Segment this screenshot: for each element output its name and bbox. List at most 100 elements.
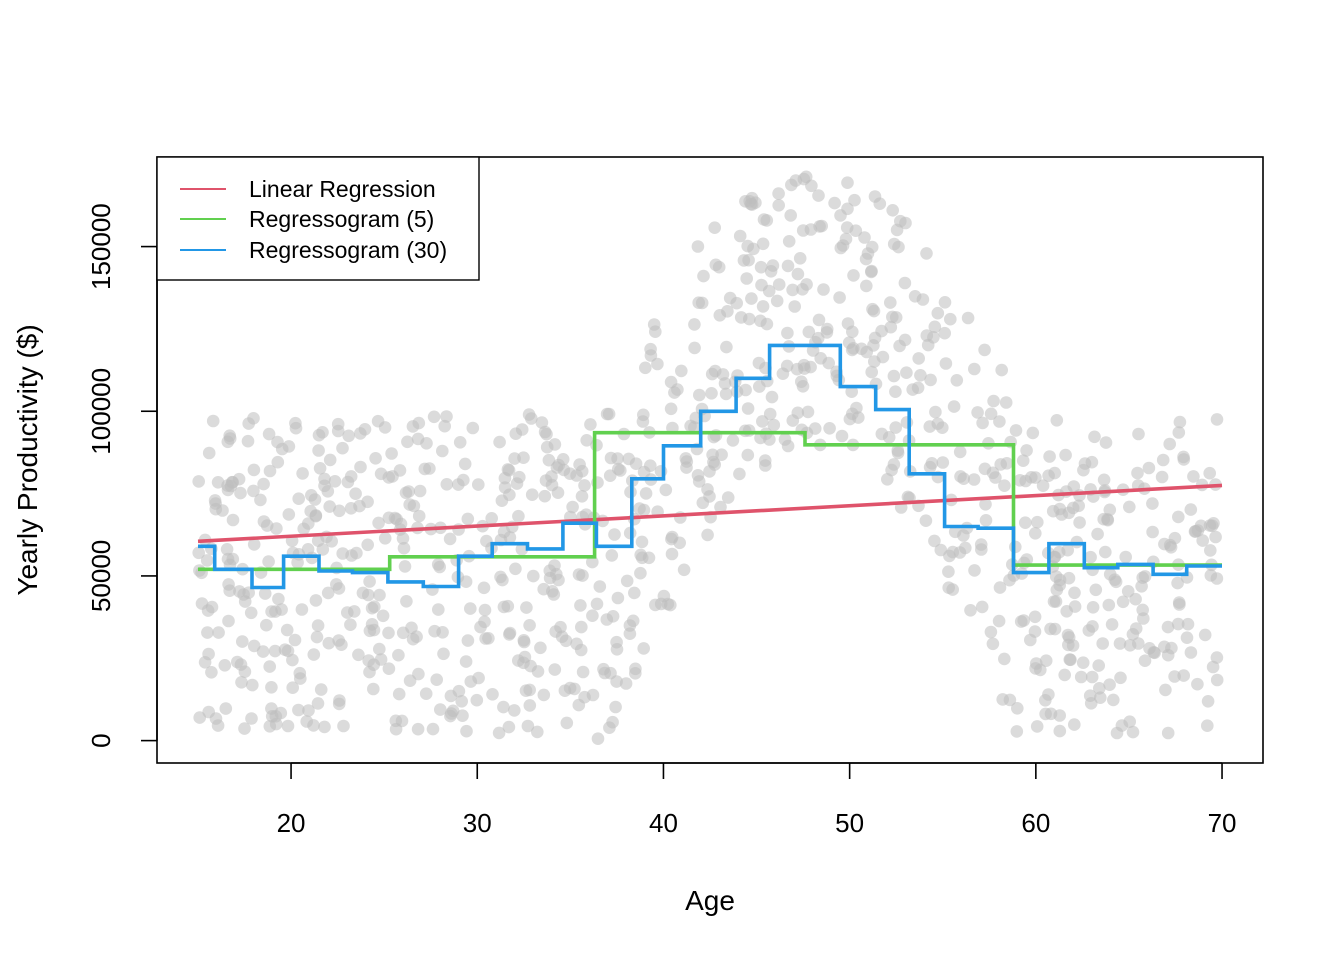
scatter-point bbox=[586, 609, 599, 622]
scatter-point bbox=[800, 278, 813, 291]
scatter-point bbox=[629, 457, 643, 471]
scatter-point bbox=[378, 532, 392, 545]
scatter-point bbox=[501, 599, 515, 613]
scatter-point bbox=[1105, 618, 1119, 631]
scatter-point bbox=[979, 498, 992, 511]
scatter-point bbox=[312, 428, 326, 442]
scatter-point bbox=[1203, 519, 1217, 532]
scatter-point bbox=[289, 421, 303, 435]
scatter-point bbox=[558, 684, 572, 697]
scatter-point bbox=[1011, 702, 1024, 715]
scatter-point bbox=[828, 196, 841, 210]
scatter-point bbox=[1093, 682, 1106, 695]
scatter-point bbox=[531, 665, 545, 678]
scatter-point bbox=[455, 695, 469, 708]
scatter-point bbox=[754, 260, 768, 274]
scatter-point bbox=[1126, 628, 1140, 641]
scatter-point bbox=[801, 405, 815, 419]
scatter-point bbox=[1092, 659, 1105, 672]
scatter-point bbox=[1201, 695, 1215, 708]
scatter-point bbox=[723, 291, 737, 305]
scatter-point bbox=[889, 421, 902, 434]
scatter-point bbox=[219, 702, 233, 715]
scatter-point bbox=[688, 421, 701, 434]
scatter-point bbox=[1187, 470, 1200, 483]
scatter-point bbox=[411, 722, 425, 736]
scatter-point bbox=[576, 665, 590, 679]
scatter-point bbox=[575, 490, 589, 503]
scatter-point bbox=[691, 469, 705, 482]
scatter-point bbox=[609, 700, 622, 714]
scatter-point bbox=[260, 618, 273, 632]
scatter-point bbox=[1168, 670, 1181, 683]
scatter-point bbox=[296, 467, 309, 480]
scatter-point bbox=[1210, 572, 1224, 585]
scatter-point bbox=[501, 463, 515, 476]
scatter-point bbox=[238, 722, 251, 735]
scatter-point bbox=[201, 626, 214, 639]
y-tick-label: 100000 bbox=[86, 368, 116, 455]
scatter-point bbox=[708, 364, 722, 378]
scatter-point bbox=[549, 625, 562, 638]
scatter-point bbox=[1091, 527, 1104, 541]
scatter-point bbox=[591, 732, 605, 745]
scatter-point bbox=[586, 555, 599, 569]
scatter-point bbox=[1161, 726, 1175, 740]
scatter-point bbox=[745, 292, 758, 305]
scatter-point bbox=[323, 500, 337, 513]
scatter-point bbox=[295, 603, 309, 616]
scatter-point bbox=[1097, 473, 1111, 487]
scatter-point bbox=[527, 569, 540, 583]
scatter-point bbox=[333, 504, 346, 518]
scatter-point bbox=[600, 613, 614, 626]
scatter-point bbox=[418, 462, 432, 476]
scatter-point bbox=[791, 267, 805, 281]
scatter-point bbox=[644, 349, 658, 362]
scatter-point bbox=[1204, 544, 1217, 557]
scatter-point bbox=[697, 269, 710, 283]
scatter-point bbox=[205, 600, 219, 614]
x-tick-label: 20 bbox=[277, 808, 306, 838]
scatter-point bbox=[386, 470, 399, 483]
scatter-point bbox=[586, 688, 600, 702]
scatter-point bbox=[1177, 669, 1190, 682]
scatter-point bbox=[796, 224, 810, 237]
scatter-point bbox=[996, 693, 1009, 706]
scatter-point bbox=[550, 567, 563, 581]
scatter-point bbox=[1010, 725, 1024, 738]
scatter-point bbox=[1136, 603, 1149, 617]
scatter-point bbox=[1158, 640, 1171, 654]
scatter-point bbox=[575, 620, 588, 634]
scatter-point bbox=[815, 219, 828, 233]
scatter-point bbox=[342, 429, 356, 443]
scatter-point bbox=[733, 467, 746, 481]
scatter-point bbox=[845, 385, 858, 399]
scatter-point bbox=[205, 666, 218, 679]
scatter-point bbox=[781, 326, 794, 340]
scatter-point bbox=[891, 444, 905, 457]
scatter-point bbox=[1163, 437, 1176, 451]
scatter-point bbox=[440, 410, 453, 423]
scatter-point bbox=[1156, 453, 1170, 467]
scatter-point bbox=[234, 486, 247, 500]
scatter-point bbox=[535, 416, 549, 429]
scatter-point bbox=[432, 603, 445, 616]
scatter-point bbox=[629, 662, 642, 676]
scatter-point bbox=[637, 642, 650, 655]
scatter-point bbox=[233, 585, 246, 598]
scatter-point bbox=[262, 427, 276, 441]
scatter-point bbox=[531, 725, 544, 739]
scatter-point bbox=[1171, 617, 1185, 631]
scatter-point bbox=[321, 586, 335, 600]
scatter-point bbox=[1210, 651, 1224, 664]
scatter-point bbox=[241, 434, 255, 448]
scatter-point bbox=[841, 176, 854, 189]
scatter-point bbox=[611, 452, 624, 465]
scatter-point bbox=[262, 555, 275, 568]
scatter-point bbox=[566, 500, 579, 514]
scatter-point bbox=[1062, 571, 1076, 585]
scatter-point bbox=[547, 588, 561, 601]
x-tick-label: 30 bbox=[463, 808, 492, 838]
scatter-point bbox=[376, 609, 390, 623]
scatter-point bbox=[954, 470, 967, 483]
